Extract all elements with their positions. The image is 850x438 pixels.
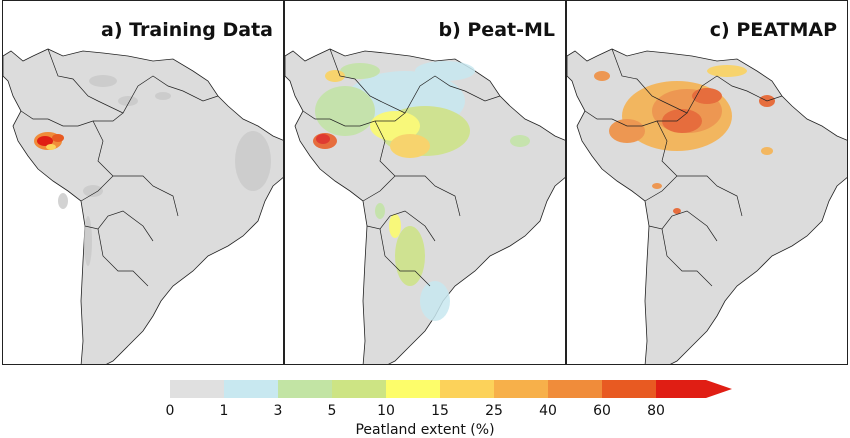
country-borders <box>584 48 783 287</box>
peat-overlay <box>594 65 775 214</box>
colorbar-swatch <box>170 380 224 398</box>
colorbar-swatch <box>548 380 602 398</box>
country-border <box>661 228 713 287</box>
colorbar: 0 1 3 5 10 15 25 40 60 80 Peatland extent (%) <box>166 380 732 438</box>
country-borders <box>20 48 219 287</box>
country-border <box>20 110 124 127</box>
colorbar-tick-label: 60 <box>593 403 611 419</box>
country-border <box>47 48 219 114</box>
colorbar-swatch <box>440 380 494 398</box>
country-border <box>611 48 783 114</box>
colorbar-swatch <box>602 380 656 398</box>
map-peatmap <box>567 48 847 364</box>
colorbar-swatches <box>170 380 732 398</box>
colorbar-tick-label: 1 <box>220 403 229 419</box>
colorbar-tick-label: 15 <box>431 403 449 419</box>
country-border <box>656 120 743 217</box>
colorbar-swatch <box>332 380 386 398</box>
colorbar-swatch <box>278 380 332 398</box>
colorbar-tick-label: 80 <box>647 403 665 419</box>
panel-peat-ml: b) Peat-ML <box>284 0 566 365</box>
country-border <box>92 120 179 217</box>
colorbar-swatch <box>656 380 732 398</box>
panel-peatmap: c) PEATMAP <box>566 0 848 365</box>
panel-training-data: a) Training Data <box>2 0 284 365</box>
peat-overlay <box>313 61 530 321</box>
country-border <box>80 175 114 202</box>
continent-outline <box>3 48 283 364</box>
country-border <box>97 228 149 287</box>
colorbar-tick-label: 5 <box>328 403 337 419</box>
colorbar-tick-label: 10 <box>377 403 395 419</box>
peat-overlay <box>34 75 271 266</box>
colorbar-tick-label: 40 <box>539 403 557 419</box>
colorbar-tick-label: 3 <box>274 403 283 419</box>
colorbar-swatch <box>386 380 440 398</box>
colorbar-ticks: 0 1 3 5 10 15 25 40 60 80 <box>166 403 665 419</box>
country-border <box>84 210 154 242</box>
colorbar-tick-label: 0 <box>166 403 175 419</box>
country-border <box>374 120 461 217</box>
colorbar-swatch <box>494 380 548 398</box>
country-border <box>644 175 678 202</box>
country-border <box>648 210 718 242</box>
colorbar-tick-label: 25 <box>485 403 503 419</box>
panel-title: a) Training Data <box>101 19 273 41</box>
colorbar-swatch <box>224 380 278 398</box>
country-border <box>366 210 436 242</box>
south-america-landmass <box>3 48 283 364</box>
panel-title: c) PEATMAP <box>709 19 837 41</box>
colorbar-title: Peatland extent (%) <box>355 422 494 438</box>
map-training-data <box>3 48 283 364</box>
country-border <box>379 228 431 287</box>
country-border <box>329 48 501 114</box>
country-border <box>584 110 688 127</box>
panel-title: b) Peat-ML <box>438 19 555 41</box>
country-borders <box>302 48 501 287</box>
map-peat-ml <box>285 48 565 364</box>
country-border <box>362 175 396 202</box>
country-border <box>302 110 406 127</box>
